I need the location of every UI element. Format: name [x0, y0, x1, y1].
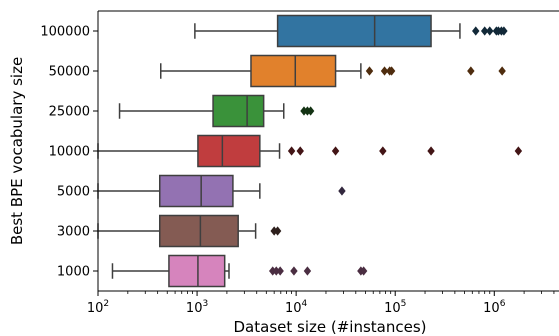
- box-group-25000: [118, 94, 315, 128]
- box-group-100000: [194, 14, 508, 48]
- axes: 100000 50000 25000 10000 5000 3000 1000 102 103 1…: [40, 10, 559, 316]
- x-axis-title: Dataset size (#instances): [234, 318, 427, 336]
- box-iqr: [197, 134, 261, 168]
- outlier-point: [387, 66, 396, 76]
- x-tick-label: 103: [186, 299, 208, 316]
- outlier-point: [365, 66, 374, 76]
- box-iqr: [168, 254, 226, 288]
- y-tick-label: 1000: [57, 265, 90, 280]
- outlier-point: [427, 146, 435, 156]
- outlier-point: [306, 106, 315, 116]
- outlier-point: [290, 266, 298, 276]
- plot-area: [97, 14, 523, 288]
- outlier-point: [498, 66, 506, 76]
- y-tick-label: 25000: [49, 105, 90, 120]
- y-tick-label: 50000: [49, 65, 90, 80]
- box-iqr: [158, 174, 234, 208]
- x-tick-label: 105: [384, 299, 406, 316]
- outlier-point: [472, 26, 480, 36]
- x-tick-label: 106: [483, 299, 506, 316]
- box-iqr: [250, 54, 337, 88]
- box-group-5000: [97, 174, 346, 208]
- outlier-point: [287, 146, 296, 156]
- outlier-point: [514, 146, 523, 156]
- y-tick-label: 5000: [57, 185, 90, 200]
- box-group-50000: [160, 54, 506, 88]
- outlier-point: [480, 26, 489, 36]
- x-tick-label: 102: [87, 299, 109, 316]
- box-group-3000: [97, 214, 282, 248]
- y-tick-label: 100000: [40, 25, 90, 40]
- y-tick-label: 10000: [49, 145, 90, 160]
- outlier-point: [331, 146, 340, 156]
- outlier-point: [303, 266, 312, 276]
- x-tick-label: 104: [285, 299, 308, 316]
- outlier-point: [359, 266, 368, 276]
- box-iqr: [158, 214, 239, 248]
- outlier-point: [296, 146, 304, 156]
- outlier-point: [273, 226, 282, 236]
- outlier-point: [500, 26, 508, 36]
- outlier-point: [276, 266, 284, 276]
- outlier-point: [338, 186, 346, 196]
- outlier-point: [379, 146, 387, 156]
- y-tick-label: 3000: [57, 225, 90, 240]
- y-axis-title: Best BPE vocabulary size: [8, 57, 26, 245]
- outlier-point: [380, 66, 389, 76]
- box-group-10000: [97, 134, 523, 168]
- outlier-point: [486, 26, 494, 36]
- outlier-point: [467, 66, 475, 76]
- box-iqr: [212, 94, 265, 128]
- box-group-1000: [111, 254, 368, 288]
- box-iqr: [276, 14, 432, 48]
